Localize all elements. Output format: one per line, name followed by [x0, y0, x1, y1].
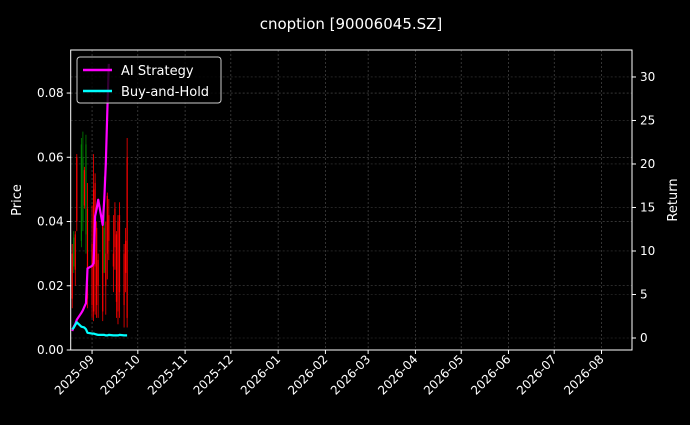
- strategy-line: [71, 63, 110, 332]
- candle-body: [91, 244, 93, 306]
- y-right-tick-label: 20: [640, 157, 655, 171]
- candle-body: [126, 157, 128, 318]
- candle-body: [112, 253, 115, 267]
- chart-title: cnoption [90006045.SZ]: [260, 15, 443, 33]
- y-right-tick-label: 30: [640, 70, 655, 84]
- candle-body: [76, 157, 78, 222]
- plot-frame: [70, 49, 633, 351]
- candle-body: [83, 170, 86, 206]
- y-axis-right: 0 5 10 15 20 25 30: [632, 70, 655, 345]
- candle-body: [117, 221, 119, 312]
- y-right-tick-label: 5: [640, 287, 648, 301]
- y-axis-left: 0.00 0.02 0.04 0.06 0.08: [37, 86, 71, 357]
- legend-label-buyhold: Buy-and-Hold: [121, 85, 209, 100]
- legend-label-strategy: AI Strategy: [121, 64, 194, 79]
- y-right-tick-label: 0: [640, 331, 648, 345]
- y-left-tick-label: 0.06: [37, 150, 64, 164]
- candle-body: [105, 253, 107, 286]
- candle-body: [106, 195, 108, 254]
- series-lines: [71, 63, 128, 337]
- y-left-tick-label: 0.00: [37, 343, 64, 357]
- candle-body: [118, 215, 121, 293]
- y-right-tick-label: 25: [640, 113, 655, 127]
- candle-body: [123, 253, 125, 306]
- candle-body: [96, 227, 98, 306]
- y-right-tick-label: 10: [640, 244, 655, 258]
- y-left-tick-label: 0.02: [37, 279, 64, 293]
- candle-body: [74, 234, 76, 270]
- legend-box: [76, 56, 222, 104]
- candle-body: [103, 227, 105, 273]
- buyhold-line: [71, 321, 128, 337]
- y-left-tick-label: 0.04: [37, 215, 64, 229]
- y-right-tick-label: 15: [640, 200, 655, 214]
- y-axis-right-label: Return: [666, 178, 681, 221]
- candle-body: [80, 144, 82, 241]
- candle-body: [108, 215, 110, 241]
- candle-body: [102, 221, 104, 312]
- candle-body: [85, 144, 87, 235]
- candle-body: [115, 234, 118, 302]
- candle-body: [86, 208, 89, 299]
- y-axis-left-label: Price: [10, 184, 25, 216]
- candle-body: [97, 260, 99, 286]
- candle-body: [73, 237, 75, 267]
- candle-body: [114, 208, 116, 248]
- candle-body: [71, 253, 73, 299]
- legend: AI Strategy Buy-and-Hold: [76, 56, 222, 104]
- y-left-tick-label: 0.08: [37, 86, 64, 100]
- candle-body: [125, 240, 127, 273]
- candle-body: [82, 157, 84, 222]
